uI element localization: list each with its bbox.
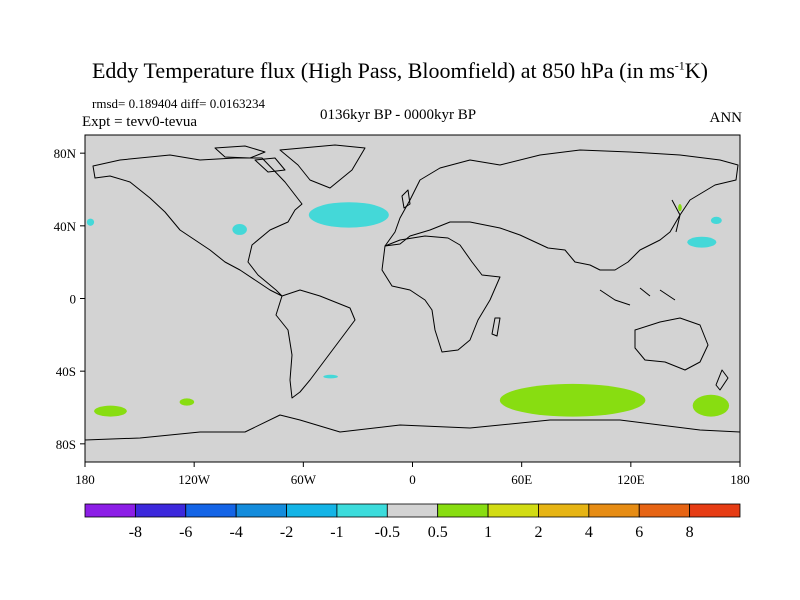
lat-tick-label: 0 bbox=[70, 292, 77, 307]
colorbar-label: 4 bbox=[585, 524, 593, 541]
map-background bbox=[85, 135, 740, 462]
colorbar-label: -6 bbox=[179, 524, 192, 541]
lon-tick-label: 60W bbox=[291, 472, 317, 487]
colorbar-label: 2 bbox=[534, 524, 542, 541]
coast-canadian-islands bbox=[214, 145, 286, 173]
map-axes: 180 120W 60W 0 60E 120E 180 80N 40N 0 40S 80S bbox=[54, 146, 750, 487]
colorbar-swatch bbox=[386, 503, 439, 518]
colorbar-swatch bbox=[134, 503, 187, 518]
title-end: K) bbox=[684, 58, 708, 83]
colorbar-swatch bbox=[588, 503, 640, 518]
colorbar-label: -8 bbox=[129, 524, 142, 541]
colorbar-swatch bbox=[487, 503, 539, 518]
rmsd-diff-stats: rmsd= 0.189404 diff= 0.0163234 bbox=[92, 96, 265, 111]
anomaly-north-pacific-east bbox=[710, 216, 722, 225]
colorbar-swatch bbox=[185, 503, 237, 518]
anomaly-us-east bbox=[232, 224, 247, 235]
period-label: 0136kyr BP - 0000kyr BP bbox=[320, 107, 477, 123]
plot-title: Eddy Temperature flux (High Pass, Bloomf… bbox=[0, 58, 800, 84]
colorbar-swatch bbox=[437, 503, 489, 518]
lat-tick-label: 40N bbox=[54, 219, 77, 234]
colorbar-swatch bbox=[336, 503, 388, 518]
coast-greenland bbox=[279, 144, 366, 189]
season-label: ANN bbox=[709, 110, 743, 126]
coast-africa bbox=[381, 235, 501, 353]
colorbar-label: 8 bbox=[686, 524, 694, 541]
coast-new-zealand bbox=[715, 369, 729, 391]
coast-australia bbox=[634, 317, 709, 371]
anomaly-south-tasman bbox=[692, 394, 730, 417]
coast-south-america bbox=[275, 289, 356, 399]
anomaly-south-atlantic bbox=[323, 374, 338, 379]
colorbar: -8 -6 -4 -2 -1 -0.5 0.5 1 2 4 6 8 bbox=[84, 503, 741, 541]
colorbar-label: -0.5 bbox=[375, 524, 400, 541]
coastlines bbox=[84, 144, 741, 441]
coast-british-isles bbox=[401, 189, 411, 209]
title-main: Eddy Temperature flux (High Pass, Bloomf… bbox=[91, 58, 675, 83]
colorbar-swatch bbox=[689, 503, 741, 518]
colorbar-label: -1 bbox=[330, 524, 343, 541]
lon-tick-label: 0 bbox=[409, 472, 416, 487]
colorbar-swatch bbox=[538, 503, 590, 518]
colorbar-swatch bbox=[235, 503, 287, 518]
coast-indonesia bbox=[599, 287, 676, 306]
anomaly-nw-pacific bbox=[687, 236, 717, 248]
colorbar-swatch bbox=[638, 503, 691, 518]
coast-antarctica bbox=[84, 414, 741, 441]
lon-tick-label: 180 bbox=[730, 472, 750, 487]
colorbar-swatch bbox=[286, 503, 338, 518]
colorbar-label: 0.5 bbox=[428, 524, 448, 541]
lon-tick-label: 120E bbox=[617, 472, 645, 487]
anomaly-east-pacific bbox=[86, 218, 95, 226]
coast-japan bbox=[671, 199, 681, 233]
title-exponent: -1 bbox=[674, 58, 685, 73]
coast-eurasia bbox=[384, 149, 739, 271]
colorbar-swatch bbox=[84, 503, 136, 518]
experiment-label: Expt = tevv0-tevua bbox=[82, 114, 198, 130]
anomaly-north-atlantic bbox=[308, 202, 389, 228]
lat-tick-label: 80S bbox=[56, 437, 76, 452]
lat-tick-label: 40S bbox=[56, 364, 76, 379]
anomaly-southern-indian-ocean bbox=[499, 383, 646, 417]
lat-tick-label: 80N bbox=[54, 146, 77, 161]
colorbar-label: -4 bbox=[229, 524, 242, 541]
anomaly-south-pacific-west bbox=[94, 405, 127, 417]
anomaly-regions bbox=[86, 202, 730, 417]
colorbar-label: -2 bbox=[280, 524, 293, 541]
lon-tick-label: 60E bbox=[511, 472, 532, 487]
colorbar-label: 1 bbox=[484, 524, 492, 541]
anomaly-japan-spot bbox=[678, 204, 682, 212]
colorbar-label: 6 bbox=[635, 524, 643, 541]
anomaly-south-pacific-central bbox=[179, 398, 195, 406]
lon-tick-label: 120W bbox=[178, 472, 211, 487]
map-frame bbox=[84, 134, 741, 463]
lon-tick-label: 180 bbox=[75, 472, 95, 487]
coast-madagascar bbox=[491, 317, 501, 337]
